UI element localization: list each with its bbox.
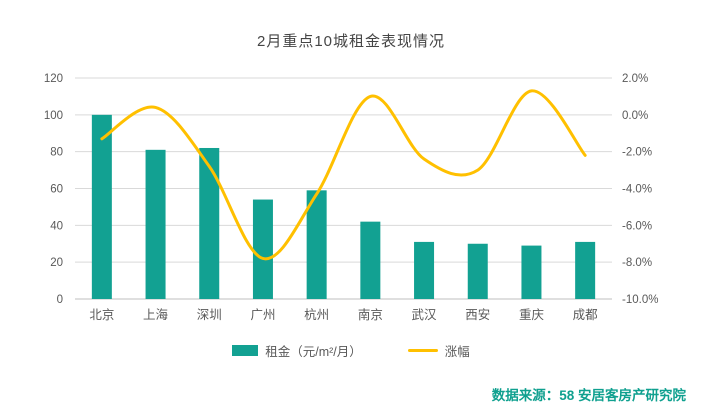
left-axis-tick: 100 <box>44 110 63 122</box>
line-series-swatch <box>407 348 438 352</box>
line-series-label: 涨幅 <box>444 344 470 359</box>
x-axis-label-重庆: 重庆 <box>519 307 545 322</box>
chart-legend: 租金（元/m²/月） 涨幅 <box>0 338 702 362</box>
bar-南京 <box>360 221 381 299</box>
bar-武汉 <box>414 241 435 299</box>
bar-重庆 <box>521 245 542 299</box>
bar-深圳 <box>199 147 220 299</box>
bar-series-label: 租金（元/m²/月） <box>265 344 362 359</box>
x-axis-label-杭州: 杭州 <box>304 307 329 322</box>
x-axis-label-北京: 北京 <box>89 308 114 322</box>
x-axis-label-南京: 南京 <box>358 307 383 322</box>
left-axis-tick: 40 <box>50 220 63 232</box>
change-rate-line <box>100 89 587 261</box>
legend-item-change: 涨幅 <box>407 341 470 360</box>
legend-item-rent: 租金（元/m²/月） <box>232 341 362 360</box>
left-axis-tick: 120 <box>44 73 63 85</box>
bar-成都 <box>575 241 596 299</box>
left-axis-tick: 0 <box>57 294 63 306</box>
x-axis-label-深圳: 深圳 <box>197 308 222 322</box>
left-axis-tick: 20 <box>50 257 63 269</box>
left-axis-tick: 80 <box>50 147 63 159</box>
right-axis-tick: -8.0% <box>622 257 652 269</box>
x-axis-label-广州: 广州 <box>250 308 275 322</box>
bar-series-swatch <box>232 344 259 356</box>
left-axis-tick: 60 <box>50 184 63 196</box>
data-source: 数据来源：58 安居客房产研究院 <box>491 388 686 403</box>
x-axis-label-西安: 西安 <box>465 307 490 322</box>
right-axis-tick: -6.0% <box>622 220 652 232</box>
right-axis-tick: -4.0% <box>622 184 652 196</box>
bar-广州 <box>252 199 273 299</box>
bar-北京 <box>91 114 112 299</box>
right-axis-tick: -2.0% <box>622 147 652 159</box>
rent-combo-chart: 120 2.0% 100 0.0% 80 -2.0% 60 -4.0% 40 -6.0% 20 -8.… <box>44 73 659 322</box>
bar-西安 <box>467 243 488 299</box>
x-axis-label-成都: 成都 <box>573 308 599 322</box>
x-axis-label-上海: 上海 <box>143 307 169 322</box>
x-axis-label-武汉: 武汉 <box>412 308 438 322</box>
right-axis-tick: 0.0% <box>622 110 648 122</box>
right-axis-tick: 2.0% <box>622 73 648 85</box>
bar-杭州 <box>306 190 327 299</box>
chart-title: 2月重点10城租金表现情况 <box>256 33 446 50</box>
right-axis-tick: -10.0% <box>622 294 658 306</box>
bar-上海 <box>145 149 166 299</box>
